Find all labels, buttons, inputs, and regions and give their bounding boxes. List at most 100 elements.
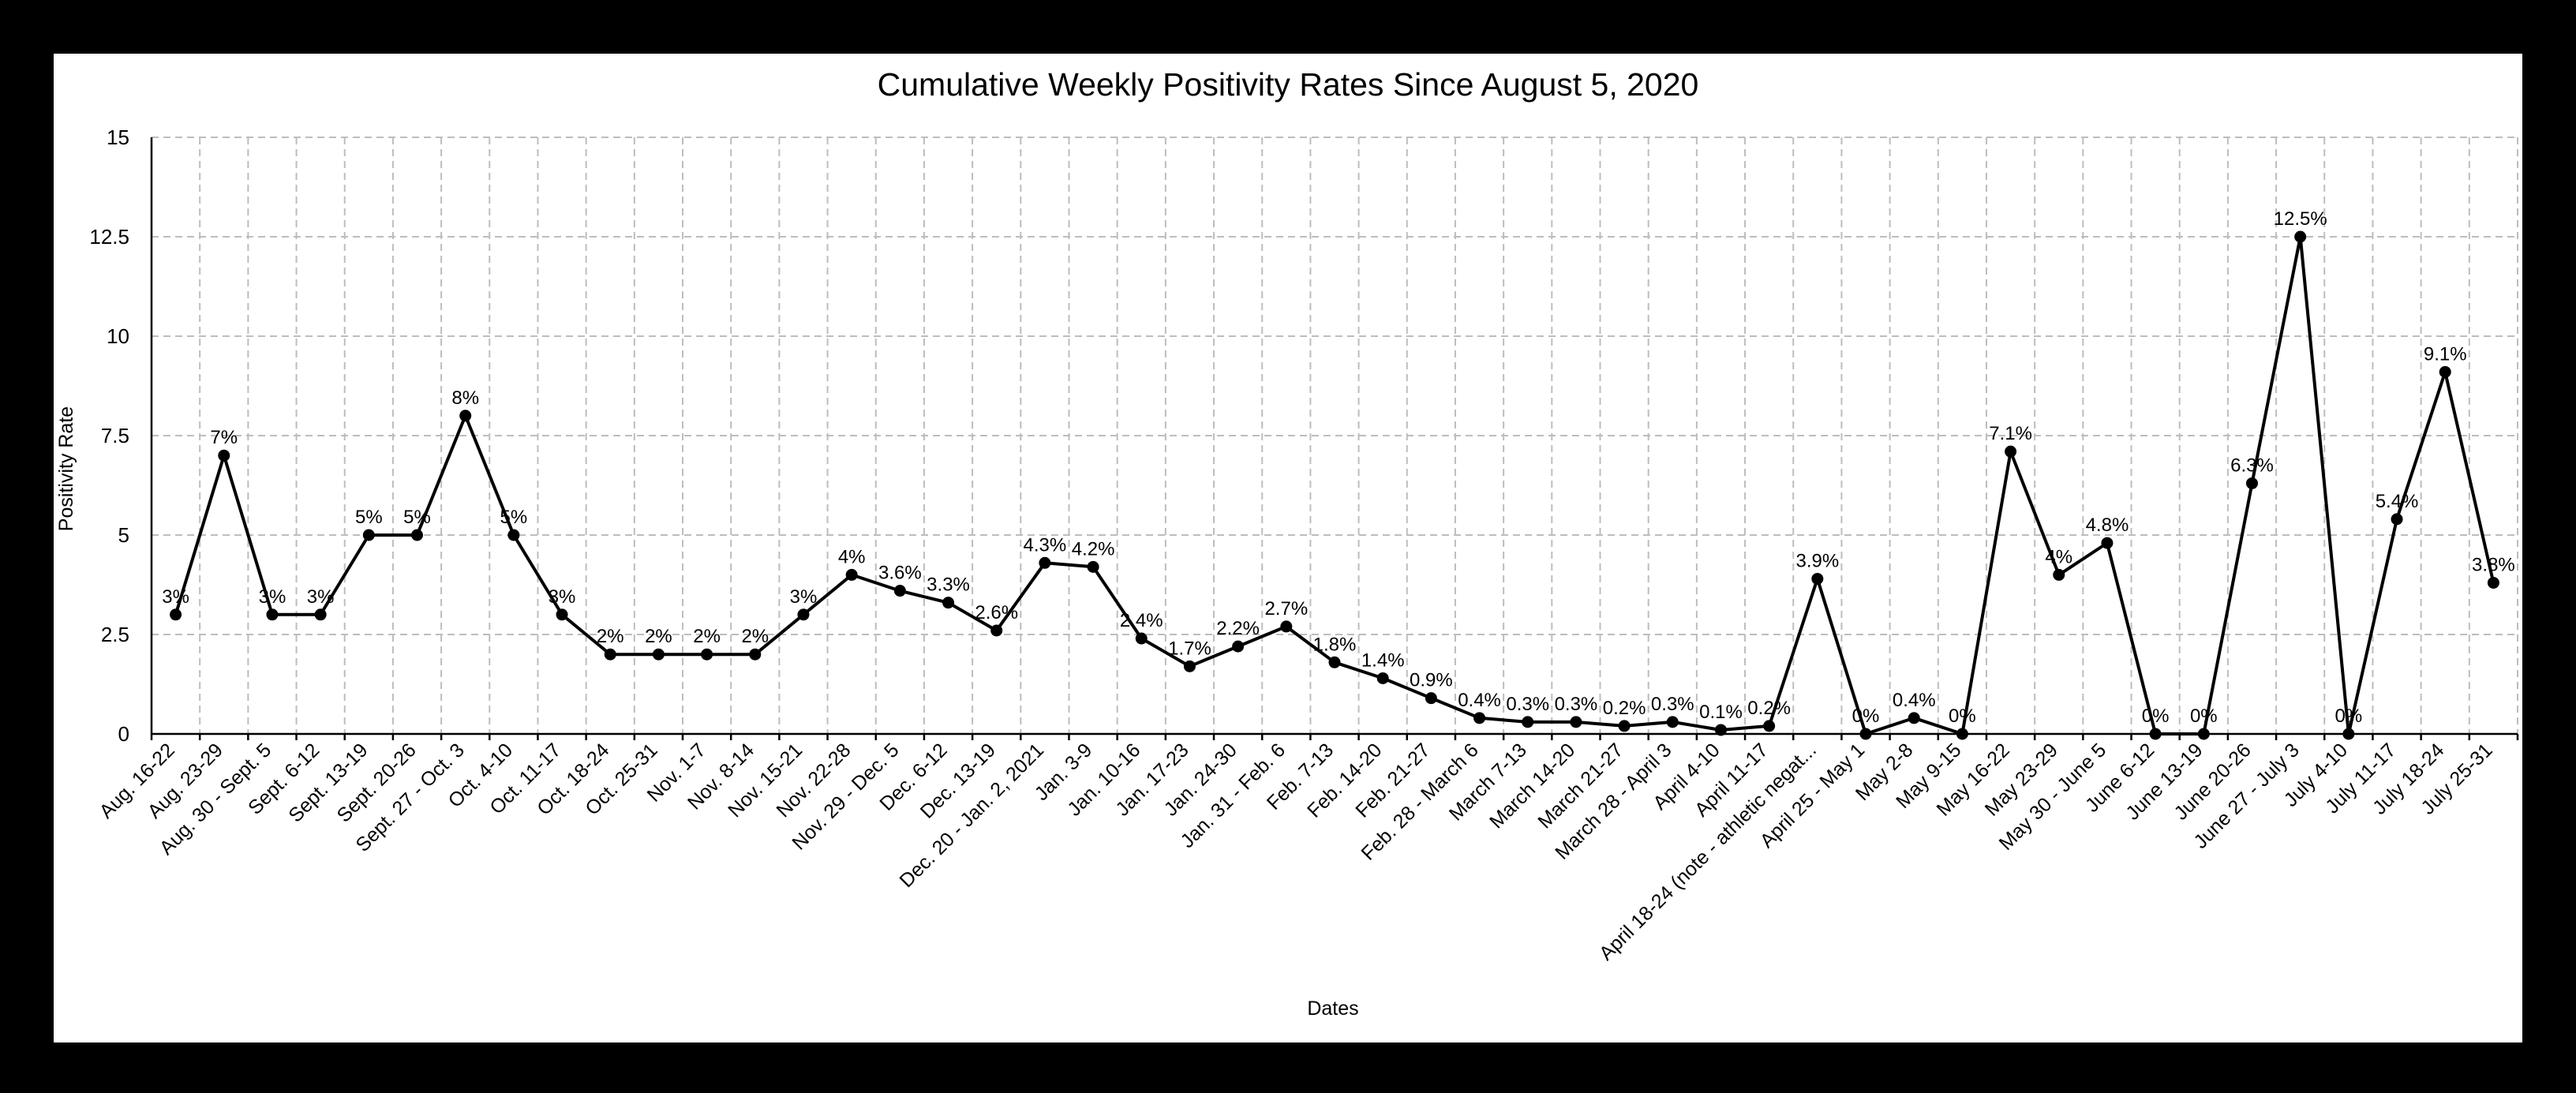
data-label: 1.8% [1313,634,1357,655]
y-tick-label: 12.5 [89,225,129,249]
data-point [1087,560,1099,573]
data-label: 9.1% [2424,343,2467,365]
data-point [507,529,520,541]
data-point [701,648,713,661]
data-label: 2.6% [975,602,1018,623]
data-label: 2% [597,626,624,647]
y-tick-label: 15 [107,125,129,149]
data-label: 3% [162,586,189,608]
data-label: 3% [790,586,818,608]
data-point [1473,712,1486,724]
data-point [459,410,472,422]
gridlines [152,137,2518,734]
data-point [1570,716,1582,728]
data-point [1039,556,1051,569]
data-point [749,648,762,661]
data-label: 2.7% [1264,598,1308,619]
data-point [652,648,665,661]
data-label: 1.4% [1361,649,1405,671]
data-label: 0.2% [1747,698,1791,719]
data-point [1666,716,1679,728]
data-point [1328,656,1341,668]
data-label: 0% [1949,706,1976,727]
data-point [266,608,279,621]
data-point [2245,477,2258,489]
data-point [218,449,230,462]
data-point [845,568,858,581]
data-label: 5.4% [2376,491,2419,512]
data-point [942,597,955,609]
data-label: 1.7% [1168,638,1211,659]
data-point [1956,728,1968,740]
data-label: 12.5% [2274,208,2327,230]
data-point [2149,728,2162,740]
data-point [1135,632,1148,645]
data-label: 3.3% [927,575,970,596]
data-label: 2% [693,626,721,647]
data-point [314,608,327,621]
line-chart: Cumulative Weekly Positivity Rates Since… [55,66,2519,1020]
data-point [2053,568,2065,581]
data-label: 2.4% [1120,610,1163,631]
data-labels: 3%7%3% 3%5% 5%8%5%3%2% 2% 2% 2%3%4%3.6%3.3%2.… [162,208,2515,727]
y-tick-label: 7.5 [101,424,129,447]
data-point [990,624,1003,637]
data-label: 4% [2045,546,2072,567]
data-label: 7.1% [1989,423,2032,444]
data-point [893,585,906,597]
y-axis-ticks: 0 2.5 5 7.5 10 12.5 15 [89,125,129,746]
chart-panel: Cumulative Weekly Positivity Rates Since… [54,54,2522,1042]
data-label: 3% [307,586,335,608]
data-point [2294,230,2307,243]
data-point [1811,572,1824,585]
data-label: 4.8% [2086,515,2129,536]
data-label: 3% [259,586,286,608]
data-label: 3.6% [878,563,922,584]
data-label: 3.9% [1795,550,1839,571]
data-point [797,608,810,621]
data-label: 2% [645,626,672,647]
data-label: 0.1% [1699,702,1743,723]
data-label: 0.3% [1506,694,1549,715]
x-axis-title: Dates [1307,998,1358,1020]
data-point [2391,513,2403,526]
data-label: 4% [838,546,866,567]
data-point [1763,720,1776,732]
data-point [1908,712,1920,724]
y-axis-title: Positivity Rate [55,406,77,531]
chart-title: Cumulative Weekly Positivity Rates Since… [878,66,1699,103]
data-label: 0.4% [1458,690,1501,711]
data-label: 0.2% [1603,698,1646,719]
data-point [2342,728,2355,740]
data-label: 0% [2142,706,2170,727]
data-label: 6.3% [2230,455,2274,476]
data-point [604,648,616,661]
data-point [362,529,375,541]
data-point [1618,720,1631,732]
y-tick-label: 0 [118,722,129,746]
data-point [411,529,424,541]
data-label: 5% [500,507,528,528]
data-point [1232,640,1245,653]
y-tick-label: 5 [118,523,129,547]
axes [150,137,2519,740]
data-label: 3.8% [2472,554,2515,575]
data-point [1280,620,1293,633]
data-point [1425,692,1437,705]
data-point [1522,716,1534,728]
data-label: 0% [1852,706,1880,727]
data-label: 0.3% [1651,694,1694,715]
y-tick-label: 10 [107,324,129,348]
data-label: 0% [2190,706,2218,727]
data-label: 4.2% [1072,538,1115,560]
data-point [170,608,182,621]
data-label: 4.3% [1024,534,1067,556]
data-point [1859,728,1872,740]
data-label: 0.3% [1555,694,1598,715]
data-label: 5% [355,507,383,528]
data-label: 5% [403,507,431,528]
data-point [1376,672,1389,684]
data-label: 8% [451,387,479,409]
series [170,230,2499,740]
